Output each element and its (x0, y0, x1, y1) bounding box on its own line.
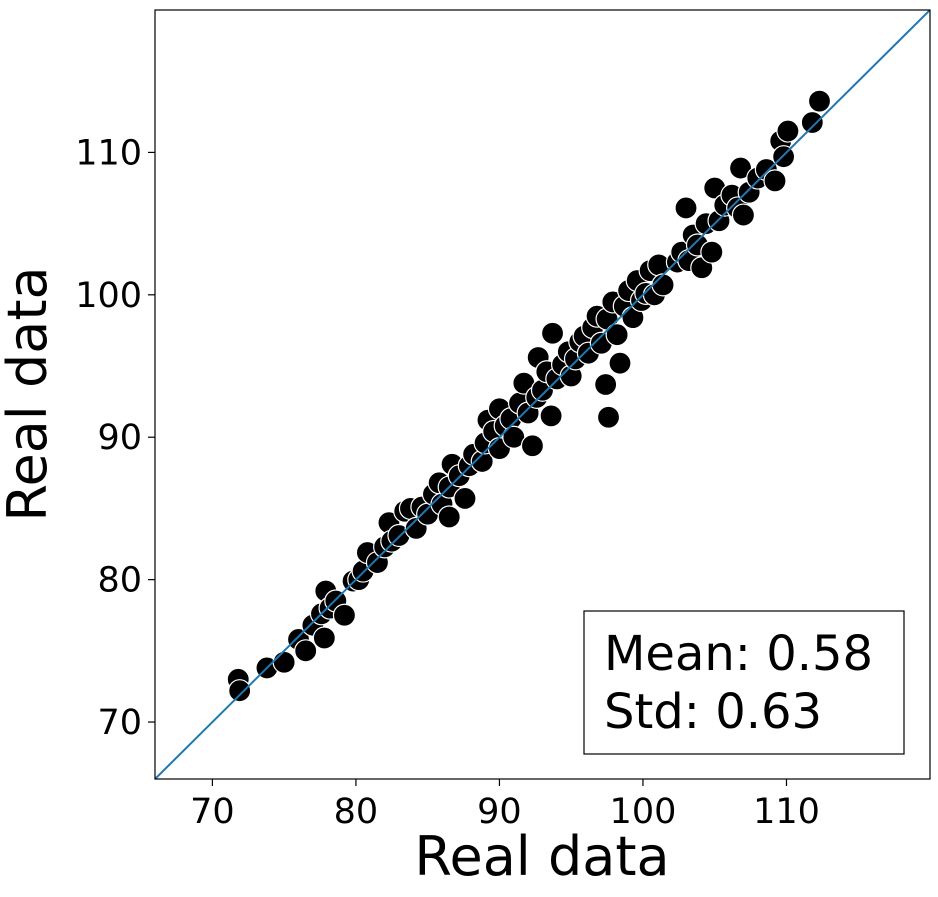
data-point-9 (312, 626, 336, 650)
y-tick-label-90: 90 (97, 418, 142, 458)
y-axis-title: Real data (0, 266, 59, 521)
x-tick-label-70: 70 (190, 792, 235, 832)
data-point-1 (228, 679, 252, 703)
data-point-5 (294, 639, 318, 663)
x-tick-label-110: 110 (753, 792, 820, 832)
data-point-97 (728, 156, 753, 180)
x-axis-title: Real data (414, 825, 669, 888)
identity-reference-line (155, 10, 930, 779)
stats-std: Std: 0.63 (604, 684, 822, 740)
data-point-91 (700, 240, 724, 264)
data-point-82 (651, 273, 675, 297)
data-point-98 (731, 203, 756, 227)
x-tick-label-100: 100 (610, 792, 677, 832)
data-point-3 (272, 650, 296, 674)
y-tick-label-70: 70 (97, 703, 142, 743)
data-point-34 (453, 486, 477, 511)
y-tick-label-110: 110 (75, 133, 142, 173)
y-tick-label-100: 100 (75, 276, 142, 316)
data-point-12 (332, 603, 357, 627)
data-point-106 (800, 110, 824, 135)
stats-box: Mean: 0.58 Std: 0.63 (583, 610, 905, 755)
data-point-105 (776, 119, 800, 143)
data-point-67 (594, 372, 618, 397)
x-tick-label-80: 80 (334, 792, 379, 832)
x-tick-label-90: 90 (477, 792, 522, 832)
data-point-71 (605, 323, 629, 347)
data-point-107 (807, 89, 832, 113)
stats-mean: Mean: 0.58 (604, 626, 873, 682)
data-point-55 (540, 321, 565, 345)
data-point-85 (674, 196, 698, 220)
stats-box-frame (583, 610, 905, 755)
data-point-72 (608, 351, 632, 375)
y-tick-label-80: 80 (97, 561, 142, 601)
data-point-68 (596, 405, 621, 429)
data-point-102 (763, 169, 787, 193)
plot-frame (154, 9, 931, 780)
data-point-54 (539, 404, 563, 428)
data-point-31 (437, 505, 461, 529)
data-point-49 (520, 434, 545, 458)
